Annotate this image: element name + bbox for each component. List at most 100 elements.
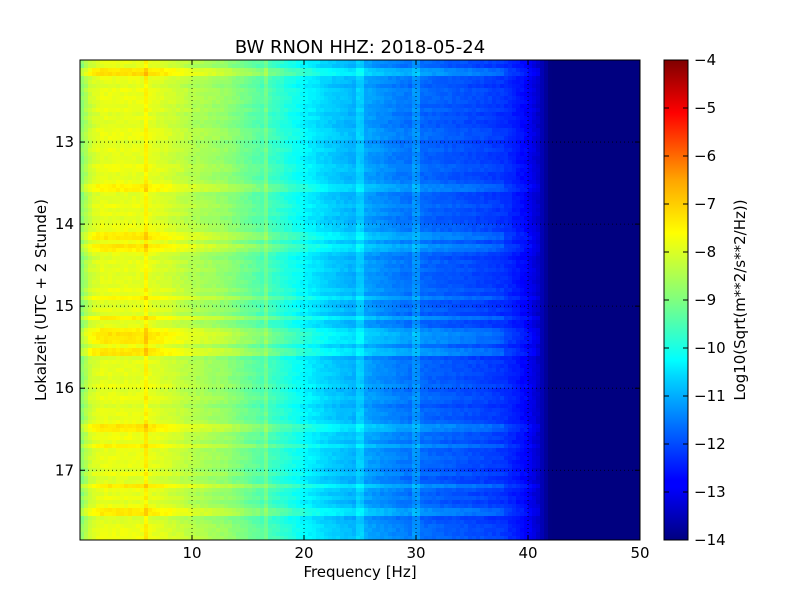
heatmap-cell	[184, 132, 189, 137]
heatmap-cell	[600, 196, 605, 201]
heatmap-cell	[364, 140, 369, 145]
heatmap-cell	[572, 96, 577, 101]
heatmap-cell	[324, 84, 329, 89]
heatmap-cell	[304, 116, 309, 121]
heatmap-cell	[420, 192, 425, 197]
heatmap-cell	[484, 116, 489, 121]
heatmap-cell	[304, 64, 309, 69]
heatmap-cell	[576, 68, 581, 73]
heatmap-cell	[564, 100, 569, 105]
heatmap-cell	[88, 104, 93, 109]
heatmap-cell	[296, 200, 301, 205]
heatmap-cell	[184, 200, 189, 205]
heatmap-cell	[192, 88, 197, 93]
heatmap-cell	[424, 196, 429, 201]
heatmap-cell	[184, 164, 189, 169]
heatmap-cell	[612, 160, 617, 165]
heatmap-cell	[184, 172, 189, 177]
heatmap-cell	[116, 72, 121, 77]
heatmap-cell	[124, 92, 129, 97]
heatmap-cell	[360, 192, 365, 197]
heatmap-cell	[528, 100, 533, 105]
heatmap-cell	[396, 192, 401, 197]
heatmap-cell	[136, 160, 141, 165]
heatmap-cell	[392, 152, 397, 157]
heatmap-cell	[572, 68, 577, 73]
heatmap-cell	[608, 96, 613, 101]
heatmap-cell	[392, 184, 397, 189]
heatmap-cell	[268, 96, 273, 101]
heatmap-cell	[264, 184, 269, 189]
heatmap-cell	[224, 116, 229, 121]
heatmap-cell	[116, 180, 121, 185]
heatmap-cell	[264, 164, 269, 169]
heatmap-cell	[104, 72, 109, 77]
heatmap-cell	[536, 72, 541, 77]
heatmap-cell	[468, 64, 473, 69]
heatmap-cell	[208, 140, 213, 145]
heatmap-cell	[116, 84, 121, 89]
heatmap-cell	[472, 164, 477, 169]
heatmap-cell	[380, 156, 385, 161]
heatmap-cell	[556, 100, 561, 105]
heatmap-cell	[212, 104, 217, 109]
heatmap-cell	[136, 140, 141, 145]
heatmap-cell	[96, 116, 101, 121]
heatmap-cell	[492, 160, 497, 165]
heatmap-cell	[288, 128, 293, 133]
heatmap-cell	[612, 60, 617, 65]
heatmap-cell	[568, 144, 573, 149]
heatmap-cell	[448, 112, 453, 117]
heatmap-cell	[376, 76, 381, 81]
heatmap-cell	[484, 96, 489, 101]
heatmap-cell	[212, 88, 217, 93]
heatmap-cell	[624, 124, 629, 129]
heatmap-cell	[192, 196, 197, 201]
heatmap-cell	[600, 64, 605, 69]
heatmap-cell	[556, 64, 561, 69]
heatmap-cell	[580, 84, 585, 89]
heatmap-cell	[304, 152, 309, 157]
heatmap-cell	[188, 156, 193, 161]
heatmap-cell	[432, 88, 437, 93]
heatmap-cell	[412, 164, 417, 169]
heatmap-cell	[592, 100, 597, 105]
heatmap-cell	[280, 72, 285, 77]
heatmap-cell	[268, 120, 273, 125]
heatmap-cell	[160, 64, 165, 69]
heatmap-cell	[424, 132, 429, 137]
heatmap-cell	[96, 120, 101, 125]
heatmap-cell	[468, 92, 473, 97]
heatmap-cell	[104, 136, 109, 141]
heatmap-cell	[612, 156, 617, 161]
heatmap-cell	[396, 96, 401, 101]
heatmap-cell	[96, 96, 101, 101]
heatmap-cell	[352, 72, 357, 77]
heatmap-cell	[352, 92, 357, 97]
heatmap-cell	[168, 100, 173, 105]
heatmap-cell	[572, 84, 577, 89]
heatmap-cell	[176, 196, 181, 201]
heatmap-cell	[620, 120, 625, 125]
heatmap-cell	[96, 100, 101, 105]
heatmap-cell	[384, 144, 389, 149]
heatmap-cell	[172, 84, 177, 89]
heatmap-cell	[364, 192, 369, 197]
heatmap-cell	[124, 112, 129, 117]
heatmap-cell	[468, 96, 473, 101]
heatmap-cell	[580, 184, 585, 189]
heatmap-cell	[608, 196, 613, 201]
heatmap-cell	[404, 188, 409, 193]
heatmap-cell	[352, 136, 357, 141]
heatmap-cell	[232, 68, 237, 73]
heatmap-cell	[544, 152, 549, 157]
heatmap-cell	[564, 96, 569, 101]
heatmap-cell	[524, 136, 529, 141]
heatmap-cell	[520, 112, 525, 117]
heatmap-cell	[332, 160, 337, 165]
heatmap-cell	[580, 104, 585, 109]
heatmap-cell	[128, 80, 133, 85]
heatmap-cell	[392, 196, 397, 201]
heatmap-cell	[532, 132, 537, 137]
heatmap-cell	[600, 108, 605, 113]
